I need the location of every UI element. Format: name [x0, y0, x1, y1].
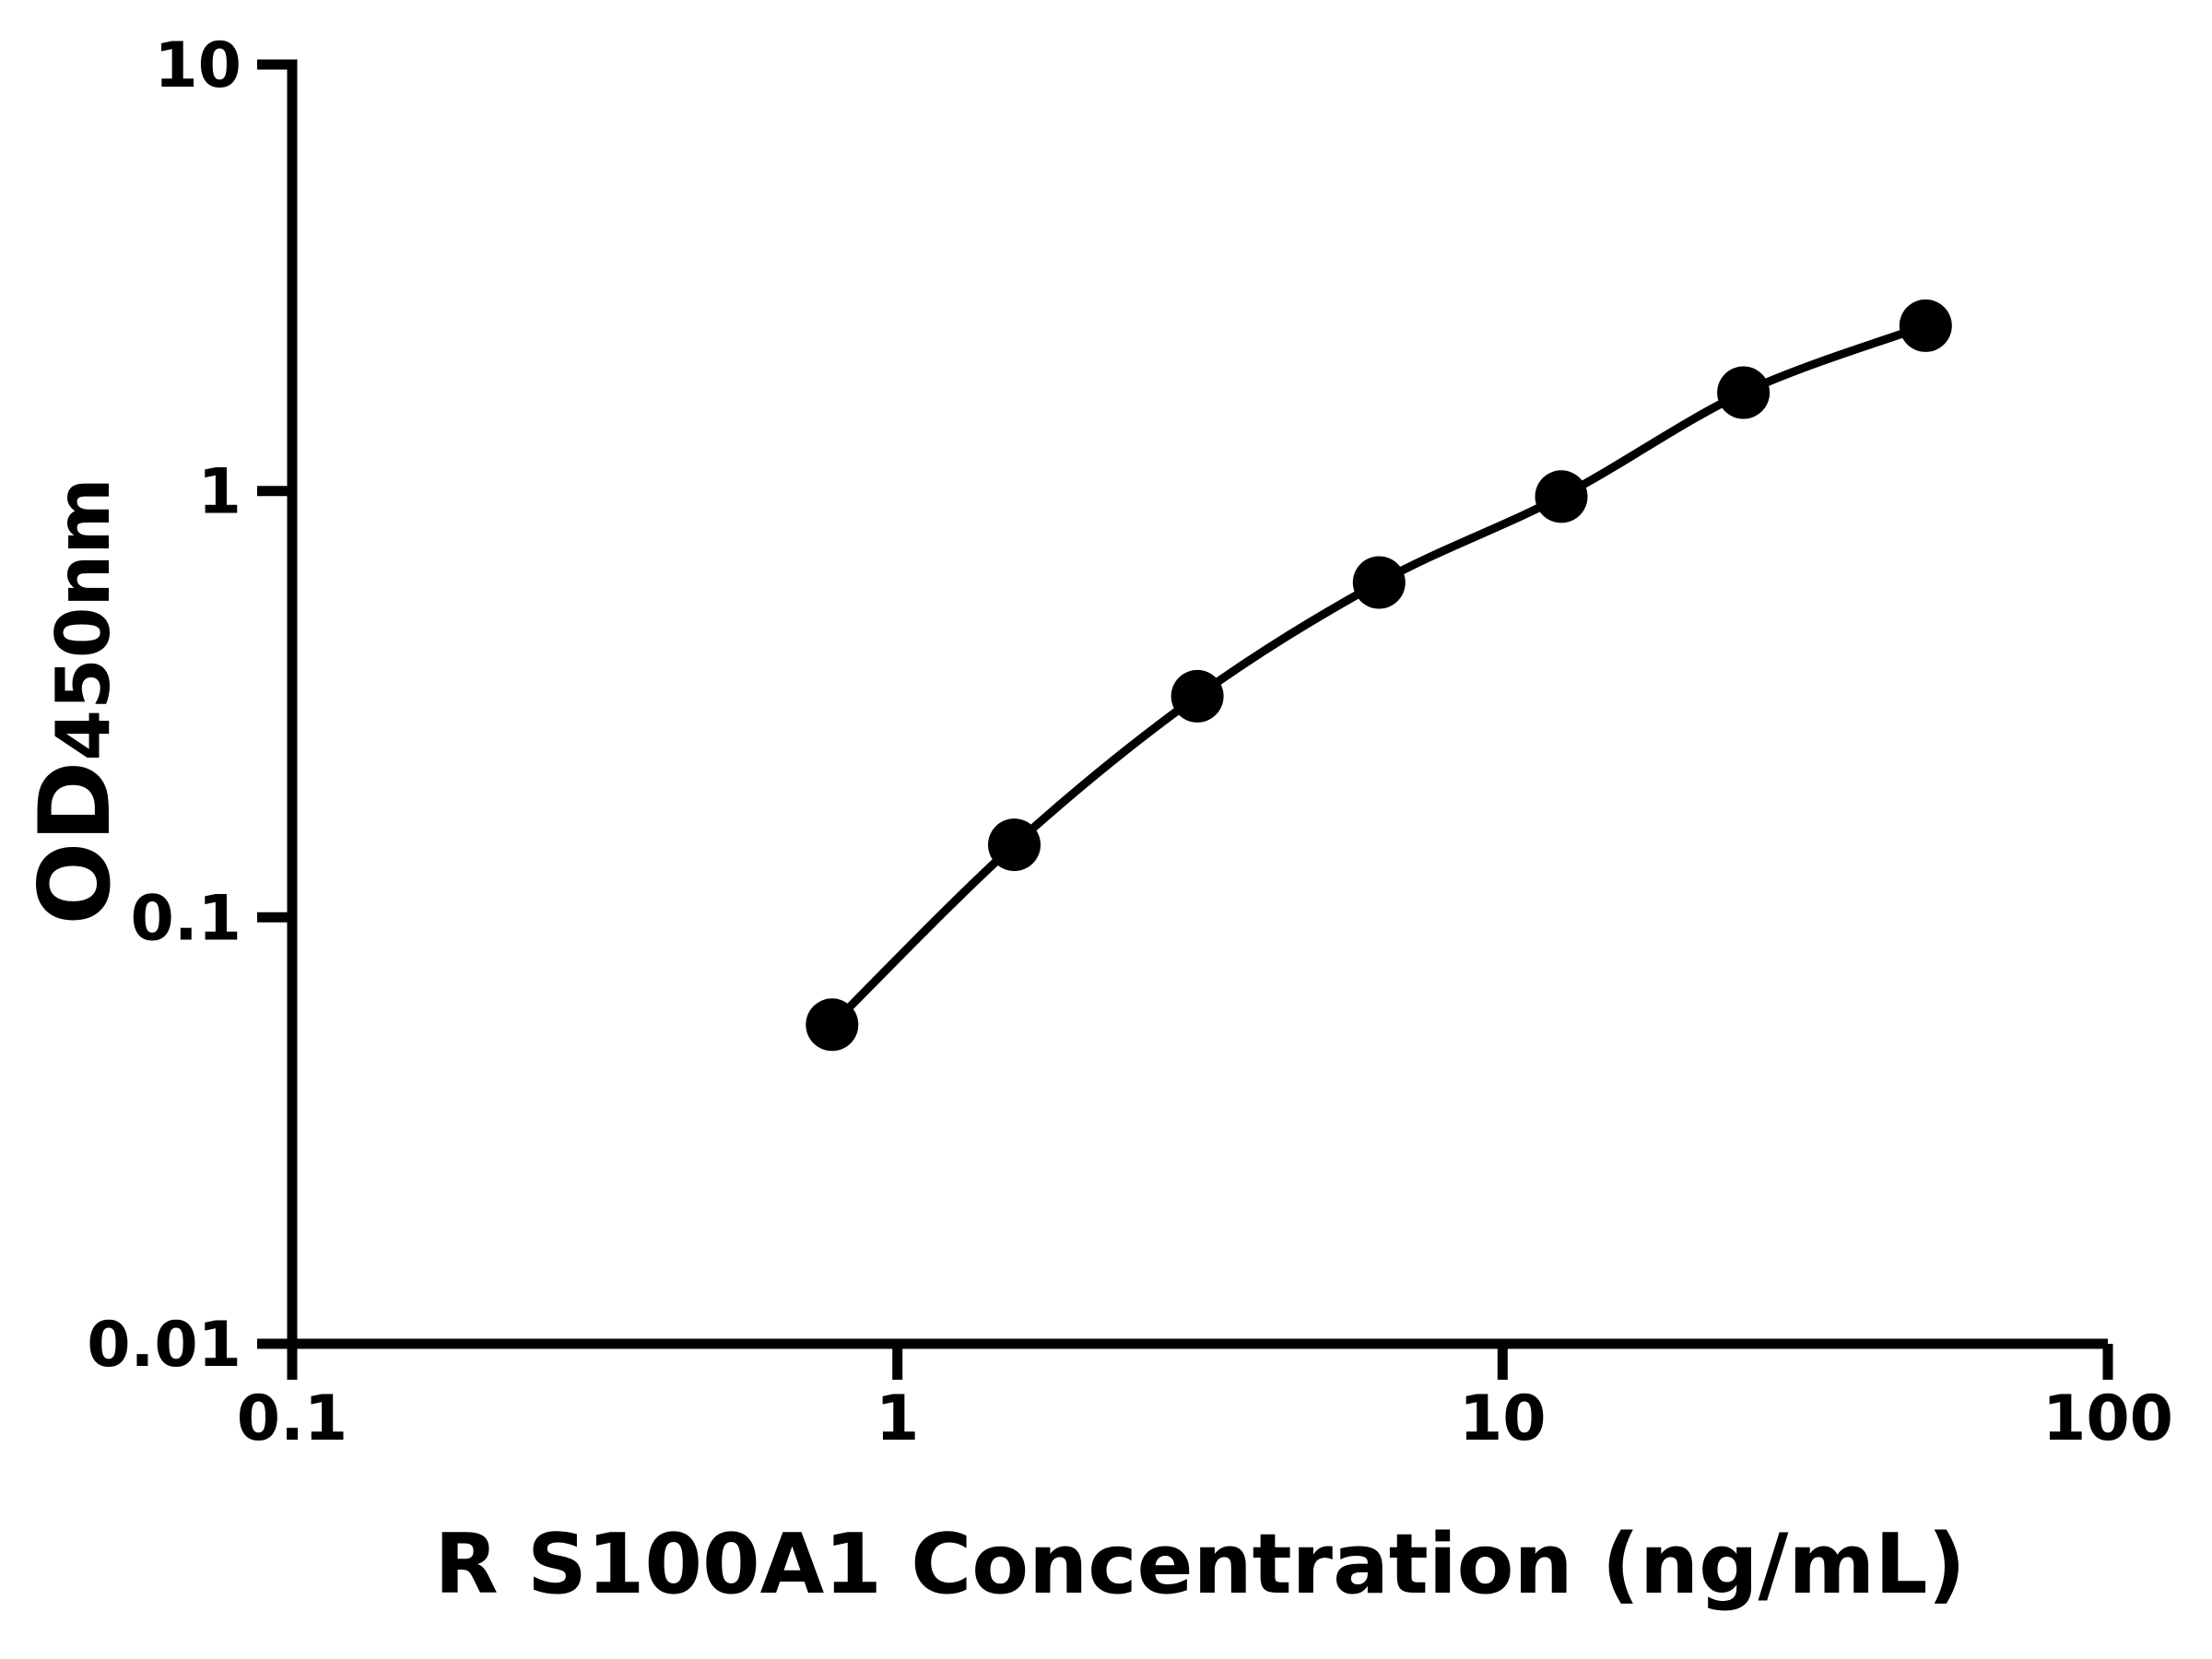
data-points [806, 299, 1952, 1052]
svg-text:1: 1 [198, 456, 241, 529]
axis-spines [258, 59, 2108, 1349]
data-point-marker [988, 818, 1041, 872]
data-point-marker [1535, 470, 1588, 524]
svg-text:0.01: 0.01 [87, 1309, 241, 1382]
svg-text:100: 100 [2042, 1382, 2173, 1455]
svg-text:0.1: 0.1 [237, 1382, 347, 1455]
axes [257, 59, 2113, 1380]
fit-curve [828, 321, 1930, 1030]
x-axis-title: R S100A1 Concentration (ng/mL) [434, 1516, 1965, 1613]
svg-text:0.1: 0.1 [131, 882, 241, 955]
svg-text:10: 10 [1459, 1382, 1547, 1455]
data-point-marker [1171, 669, 1224, 723]
axis-ticks [257, 59, 2113, 1380]
y-axis-title: OD450nm [18, 477, 132, 924]
data-point-marker [1717, 366, 1771, 419]
y-tick-labels: 0.01 0.1 1 10 [87, 29, 241, 1382]
x-tick-labels: 0.1 1 10 100 [237, 1382, 2173, 1455]
y-axis-title-subscript: 450nm [41, 477, 126, 760]
data-point-marker [1352, 556, 1406, 609]
data-point-marker [806, 998, 859, 1052]
svg-text:10: 10 [154, 29, 241, 102]
svg-text:1: 1 [876, 1382, 919, 1455]
y-axis-title-main: OD [18, 761, 132, 925]
data-point-marker [1899, 299, 1952, 352]
